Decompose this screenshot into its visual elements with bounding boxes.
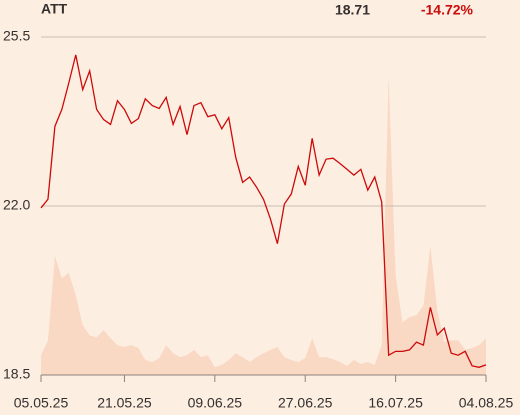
y-tick-label: 18.5 bbox=[3, 366, 30, 382]
x-tick-label: 27.06.25 bbox=[278, 395, 333, 411]
volume-area bbox=[41, 76, 486, 376]
x-tick-label: 21.05.25 bbox=[97, 395, 152, 411]
chart-title: ATT bbox=[41, 1, 68, 17]
last-price: 18.71 bbox=[335, 2, 370, 18]
x-tick-label: 05.05.25 bbox=[14, 395, 69, 411]
x-tick-label: 16.07.25 bbox=[368, 395, 423, 411]
y-tick-label: 22.0 bbox=[3, 197, 30, 213]
y-tick-label: 25.5 bbox=[3, 28, 30, 44]
price-line bbox=[40, 54, 487, 368]
price-change: -14.72% bbox=[421, 2, 474, 18]
x-tick-label: 04.08.25 bbox=[459, 395, 514, 411]
x-tick-label: 09.06.25 bbox=[188, 395, 243, 411]
